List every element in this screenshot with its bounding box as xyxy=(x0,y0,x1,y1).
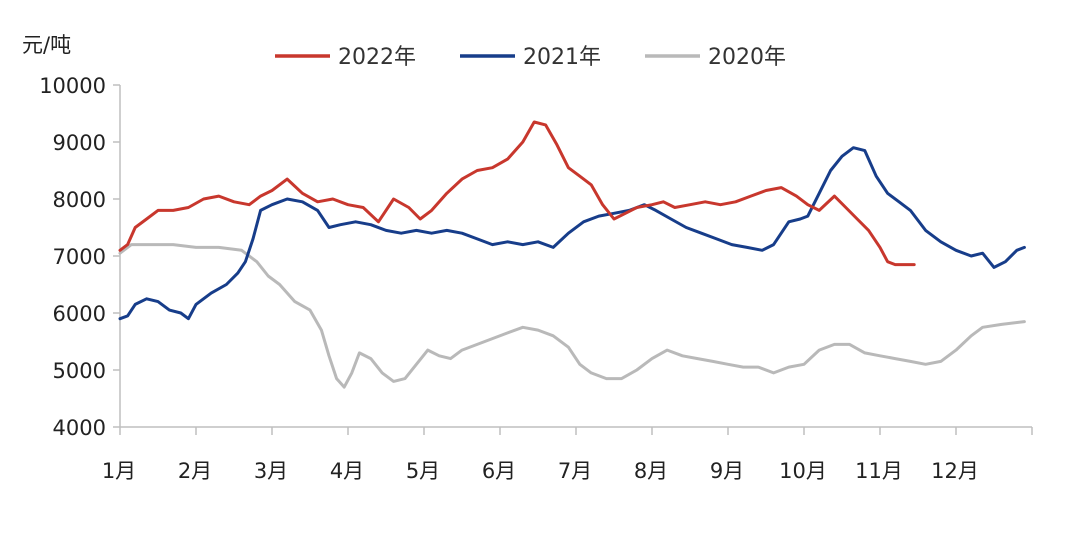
x-tick-label: 7月 xyxy=(558,459,592,483)
y-tick-label: 7000 xyxy=(53,245,106,269)
series-line-2020年 xyxy=(118,243,1026,389)
x-tick-label: 4月 xyxy=(330,459,364,483)
y-tick-label: 10000 xyxy=(39,74,106,98)
chart-legend: 2022年 2021年 2020年 xyxy=(275,45,786,70)
y-axis-unit-label: 元/吨 xyxy=(22,33,71,57)
x-tick-label: 6月 xyxy=(482,459,516,483)
x-tick-label: 1月 xyxy=(102,459,136,483)
y-axis: 4000 5000 6000 7000 8000 9000 10000 xyxy=(39,74,121,440)
y-tick-label: 9000 xyxy=(53,131,106,155)
x-tick-label: 12月 xyxy=(931,459,979,483)
y-tick-label: 8000 xyxy=(53,188,106,212)
x-axis: 1月 2月 3月 4月 5月 6月 7月 8月 9月 10月 11月 12月 xyxy=(102,426,1033,483)
x-tick-label: 8月 xyxy=(634,459,668,483)
y-tick-label: 6000 xyxy=(53,302,106,326)
legend-label: 2020年 xyxy=(708,45,786,70)
y-tick-label: 5000 xyxy=(53,359,106,383)
legend-label: 2021年 xyxy=(523,45,601,70)
y-tick-label: 4000 xyxy=(53,416,106,440)
x-tick-label: 10月 xyxy=(779,459,827,483)
x-tick-label: 5月 xyxy=(406,459,440,483)
x-tick-label: 3月 xyxy=(254,459,288,483)
x-tick-label: 2月 xyxy=(178,459,212,483)
x-tick-label: 11月 xyxy=(855,459,903,483)
x-tick-label: 9月 xyxy=(710,459,744,483)
series-line-2022年 xyxy=(118,120,916,267)
legend-label: 2022年 xyxy=(338,45,416,70)
series-lines xyxy=(118,120,1026,389)
series-line-2021年 xyxy=(118,146,1026,321)
